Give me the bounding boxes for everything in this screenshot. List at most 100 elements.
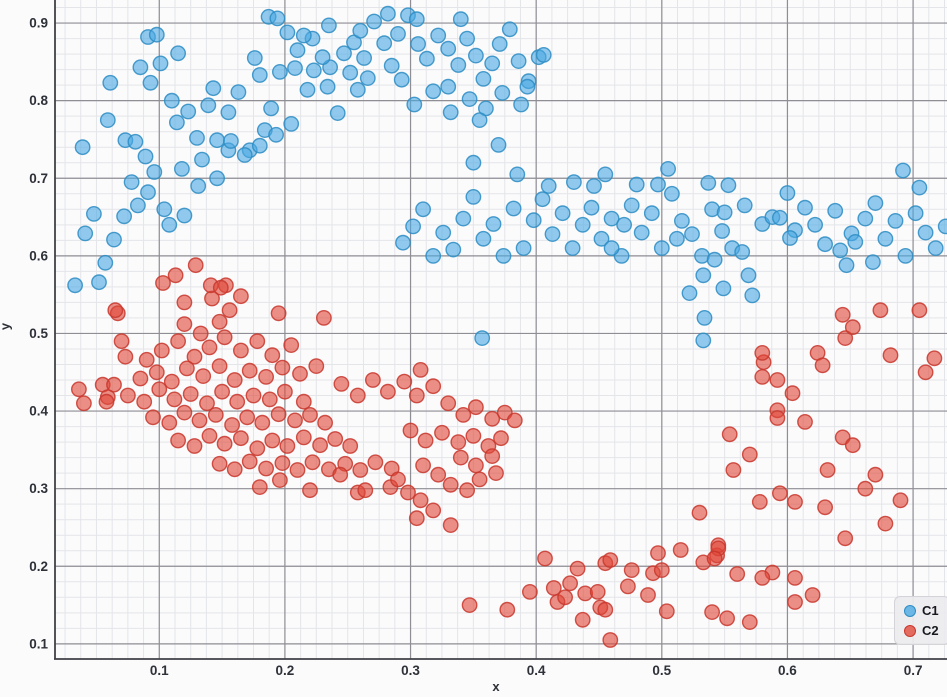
data-point-c2: [113, 333, 130, 350]
data-point-c2: [332, 466, 349, 483]
data-point-c1: [597, 166, 614, 183]
data-point-c2: [295, 393, 312, 410]
data-point-c2: [221, 302, 238, 319]
data-point-c2: [226, 461, 243, 478]
data-point-c2: [287, 412, 303, 429]
data-point-c2: [719, 610, 735, 627]
data-point-c2: [557, 589, 573, 606]
data-point-c2: [170, 333, 187, 350]
data-point-c1: [832, 242, 849, 259]
data-point-c1: [540, 178, 557, 194]
data-point-c1: [86, 205, 102, 222]
data-point-c1: [616, 216, 632, 233]
data-point-c2: [195, 368, 212, 384]
data-point-c2: [186, 438, 203, 454]
data-point-c2: [844, 437, 861, 454]
data-point-c1: [246, 50, 263, 66]
data-point-c2: [136, 393, 153, 410]
data-point-c1: [268, 126, 284, 143]
data-point-c2: [844, 319, 861, 336]
data-point-c2: [224, 417, 241, 433]
data-point-c1: [209, 132, 226, 149]
data-point-c2: [602, 552, 619, 568]
data-point-c2: [729, 566, 746, 582]
data-point-c2: [471, 471, 488, 488]
data-point-c1: [450, 57, 467, 73]
data-point-c2: [261, 391, 278, 408]
data-point-c1: [807, 216, 823, 233]
data-point-c2: [751, 493, 768, 510]
data-point-c2: [602, 632, 619, 648]
legend-label-c1: C1: [922, 603, 939, 618]
data-point-c1: [336, 45, 352, 62]
data-point-c1: [495, 247, 512, 264]
data-point-c1: [574, 216, 591, 233]
data-point-c2: [769, 372, 786, 388]
data-point-c1: [515, 240, 532, 257]
data-point-c1: [510, 53, 527, 69]
data-point-c2: [241, 362, 258, 379]
x-tick-label: 0.7: [904, 663, 923, 678]
data-point-c1: [408, 11, 425, 28]
data-point-c1: [356, 50, 372, 66]
data-point-c1: [123, 174, 140, 191]
data-point-c2: [484, 448, 501, 464]
data-point-c1: [430, 27, 447, 44]
data-point-c1: [435, 224, 452, 241]
data-point-c1: [461, 91, 478, 108]
data-point-c2: [333, 375, 350, 392]
data-point-c2: [304, 454, 321, 471]
data-point-c2: [258, 460, 274, 477]
data-point-c1: [67, 277, 84, 294]
legend-label-c2: C2: [922, 623, 939, 638]
data-point-c1: [475, 71, 492, 87]
data-point-c2: [161, 414, 178, 431]
data-point-c2: [452, 449, 469, 466]
data-point-c1: [352, 22, 369, 39]
data-point-c1: [681, 285, 698, 301]
data-point-c2: [892, 492, 909, 509]
data-point-c2: [187, 257, 204, 274]
data-point-c1: [695, 332, 712, 349]
data-point-c2: [302, 406, 318, 423]
data-point-c2: [207, 406, 224, 423]
data-point-c2: [434, 424, 450, 441]
data-point-c1: [603, 240, 620, 257]
data-point-c2: [650, 545, 666, 561]
data-point-c1: [744, 287, 761, 304]
data-point-c2: [882, 347, 899, 364]
x-tick-label: 0.3: [401, 663, 420, 678]
data-point-c2: [249, 333, 266, 350]
data-point-c2: [506, 412, 523, 429]
data-point-c2: [390, 471, 406, 488]
data-point-c2: [379, 383, 396, 400]
data-point-c2: [283, 337, 300, 353]
data-point-c2: [562, 575, 578, 592]
data-point-c2: [412, 492, 429, 509]
data-point-c2: [455, 406, 472, 423]
data-point-c1: [513, 96, 529, 113]
data-point-c2: [276, 383, 293, 400]
data-point-c2: [107, 302, 124, 319]
data-point-c1: [865, 254, 881, 271]
data-point-c1: [194, 151, 210, 168]
data-point-c1: [897, 247, 914, 264]
data-point-c1: [838, 257, 855, 274]
data-point-c1: [279, 24, 296, 41]
y-tick-label: 0.7: [29, 171, 48, 186]
data-point-c1: [305, 62, 322, 79]
data-point-c1: [283, 116, 300, 132]
data-point-c1: [271, 64, 288, 80]
data-point-c1: [485, 216, 502, 232]
data-point-c1: [544, 226, 561, 243]
c1-marker-icon: [904, 604, 916, 617]
data-point-c1: [471, 112, 488, 129]
data-point-c2: [917, 364, 934, 381]
data-point-c1: [359, 70, 376, 87]
data-point-c2: [274, 359, 291, 376]
data-point-c2: [620, 578, 636, 595]
data-point-c1: [782, 230, 798, 246]
data-point-c1: [383, 57, 400, 74]
data-point-c2: [672, 542, 689, 558]
data-point-c2: [352, 462, 369, 478]
